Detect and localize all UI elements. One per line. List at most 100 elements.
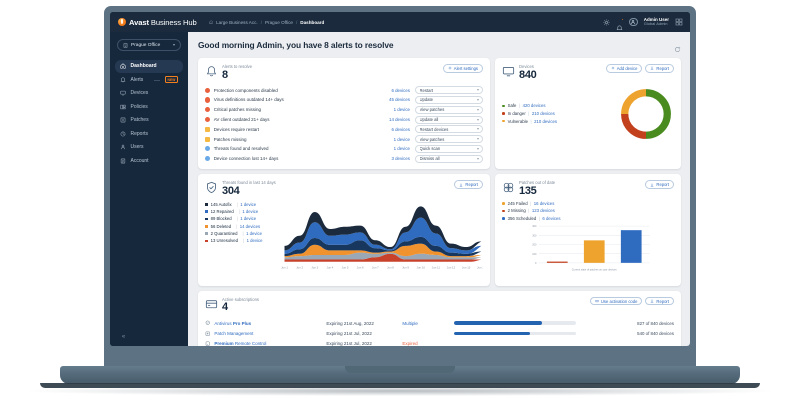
x-axis-tick-label: Jun 11 xyxy=(432,266,441,270)
devices-legend: Safe | 420 devices In danger | 210 devices Vul… xyxy=(502,103,616,124)
avatar[interactable] xyxy=(629,17,638,27)
legend-color-dot xyxy=(502,217,505,220)
sidebar-item-label: Alerts xyxy=(130,76,144,83)
alert-device-count[interactable]: 1 device xyxy=(393,136,410,142)
legend-value[interactable]: 1 device xyxy=(246,231,262,237)
alert-device-count[interactable]: 45 devices xyxy=(389,97,410,103)
alert-row[interactable]: Protection components disabled 6 devices R… xyxy=(205,86,483,95)
use-activation-code-button[interactable]: Use activation code xyxy=(589,296,643,306)
report-button[interactable]: Report xyxy=(645,296,674,306)
legend-label: 245 Failed xyxy=(507,200,528,206)
laptop-shadow xyxy=(30,386,770,396)
legend-value[interactable]: 6 devices xyxy=(542,216,561,222)
button-label: Add device xyxy=(616,65,638,71)
alert-row[interactable]: Virus definitions outdated 14+ days 45 de… xyxy=(205,95,483,104)
card-header: Alerts to resolve 8 Alert settings xyxy=(205,64,483,81)
legend-value[interactable]: 1 device xyxy=(240,216,257,222)
sidebar-item-label: Account xyxy=(130,157,149,164)
sidebar-item-account[interactable]: Account xyxy=(115,155,183,168)
report-button[interactable]: Report xyxy=(645,64,674,73)
chevron-down-icon xyxy=(173,44,175,46)
breadcrumb: Large Business Acc. / Prague Office / Da… xyxy=(208,19,324,25)
alert-row[interactable]: Device connection lost 14+ days 3 devices… xyxy=(205,154,483,163)
alert-action-select[interactable]: Restart xyxy=(415,86,483,95)
alert-action-select[interactable]: View patches xyxy=(415,105,483,114)
legend-value[interactable]: 210 devices xyxy=(531,111,555,116)
alert-row[interactable]: Patches missing 1 device View patches xyxy=(205,134,483,144)
sidebar-item-devices[interactable]: Devices xyxy=(115,87,183,100)
alert-device-count[interactable]: 14 devices xyxy=(389,117,410,123)
legend-value[interactable]: 420 devices xyxy=(522,103,546,109)
legend-value[interactable]: 1 device xyxy=(240,201,257,207)
alert-row[interactable]: Devices require restart 6 devices Restart … xyxy=(205,125,483,134)
sidebar-item-policies[interactable]: Policies xyxy=(115,101,183,114)
alert-device-count[interactable]: 3 devices xyxy=(391,156,410,162)
chevron-down-icon xyxy=(476,147,479,150)
separator: | xyxy=(530,118,532,124)
legend-item: 356 Scheduled | 6 devices xyxy=(502,216,674,221)
selected-action: View patches xyxy=(419,136,445,142)
alert-action-select[interactable]: Update xyxy=(415,95,483,104)
apps-grid-icon[interactable] xyxy=(675,18,683,26)
report-button[interactable]: Report xyxy=(454,180,483,189)
gear-icon[interactable] xyxy=(603,19,610,26)
subscription-name[interactable]: Antivirus Pro Plus xyxy=(214,320,252,326)
alert-action-select[interactable]: Update all xyxy=(415,115,483,124)
separator: | xyxy=(238,209,240,215)
subscription-name[interactable]: Premium Remote Control xyxy=(214,341,267,346)
legend-item: 245 Failed | 16 devices xyxy=(502,201,674,206)
subscription-extra[interactable]: Multiple xyxy=(402,320,418,326)
alert-action-select[interactable]: Restart devices xyxy=(415,125,483,134)
breadcrumb-item-account[interactable]: Large Business Acc. xyxy=(216,19,258,25)
alert-action-select[interactable]: Dismiss all xyxy=(415,154,483,163)
alert-device-count[interactable]: 1 device xyxy=(393,107,410,113)
subscription-row[interactable]: Patch Management Expiring 21st Jul, 2022 5… xyxy=(205,329,674,339)
legend-value[interactable]: 1 device xyxy=(242,209,259,215)
alert-settings-button[interactable]: Alert settings xyxy=(442,64,483,73)
threats-body: 145 Autofix | 1 device 12 Repaired | 1 device… xyxy=(205,201,486,280)
card-actions: Add device Report xyxy=(605,64,674,73)
subscription-row[interactable]: Premium Remote Control Expiring 21st Jul,… xyxy=(205,339,674,346)
subscription-row[interactable]: Antivirus Pro Plus Expiring 21st Aug, 202… xyxy=(205,318,674,328)
download-icon xyxy=(651,183,654,187)
subscription-name[interactable]: Patch Management xyxy=(214,330,254,336)
bell-icon[interactable] xyxy=(616,17,625,30)
sidebar-item-alerts[interactable]: Alerts NEW xyxy=(115,74,183,87)
legend-color-dot xyxy=(502,112,505,115)
collapse-sidebar-button[interactable]: « xyxy=(121,333,126,340)
alert-action-select[interactable]: Quick scan xyxy=(415,144,483,153)
subscriptions-card: Active subscriptions 4 Use activation co… xyxy=(198,290,681,346)
alert-device-count[interactable]: 6 devices xyxy=(391,87,410,93)
add-device-button[interactable]: Add device xyxy=(605,64,643,73)
alert-text: Devices require restart xyxy=(213,126,259,132)
legend-value[interactable]: 14 devices xyxy=(239,223,261,229)
sidebar-item-patches[interactable]: Patches xyxy=(115,114,183,127)
brand-logo[interactable]: Avast Business Hub xyxy=(118,18,197,27)
y-axis-tick-label: 0 xyxy=(535,262,537,265)
alert-row[interactable]: Critical patches missing 1 device View pat… xyxy=(205,105,483,114)
new-badge: NEW xyxy=(165,76,178,84)
legend-label: 356 Scheduled xyxy=(507,216,537,222)
alert-row[interactable]: Threats found and resolved 1 device Quick … xyxy=(205,144,483,153)
office-selector[interactable]: Prague Office xyxy=(117,39,181,51)
alert-action-select[interactable]: View patches xyxy=(415,135,483,144)
alert-row[interactable]: AV client outdated 21+ days 14 devices Upd… xyxy=(205,115,483,124)
report-button[interactable]: Report xyxy=(645,180,674,189)
subscription-expiry: Expiring 21st Jul, 2022 xyxy=(326,341,372,346)
breadcrumb-item-office[interactable]: Prague Office xyxy=(264,19,293,25)
alert-device-count[interactable]: 1 device xyxy=(393,146,410,152)
legend-value[interactable]: 1 device xyxy=(246,238,263,244)
sidebar-item-dashboard[interactable]: Dashboard xyxy=(115,60,183,73)
patch-icon xyxy=(205,331,210,336)
user-info[interactable]: Admin User Global Admin xyxy=(644,17,669,27)
legend-value[interactable]: 210 devices xyxy=(534,118,558,124)
legend-value[interactable]: 16 devices xyxy=(533,200,555,206)
topbar-actions: Admin User Global Admin xyxy=(603,17,683,30)
sidebar-item-users[interactable]: Users xyxy=(115,141,183,154)
refresh-icon[interactable] xyxy=(674,46,681,53)
alert-device-count[interactable]: 6 devices xyxy=(391,126,410,132)
bell-icon xyxy=(206,66,217,77)
legend-value[interactable]: 123 devices xyxy=(531,208,555,214)
sidebar-item-reports[interactable]: Reports xyxy=(115,128,183,141)
